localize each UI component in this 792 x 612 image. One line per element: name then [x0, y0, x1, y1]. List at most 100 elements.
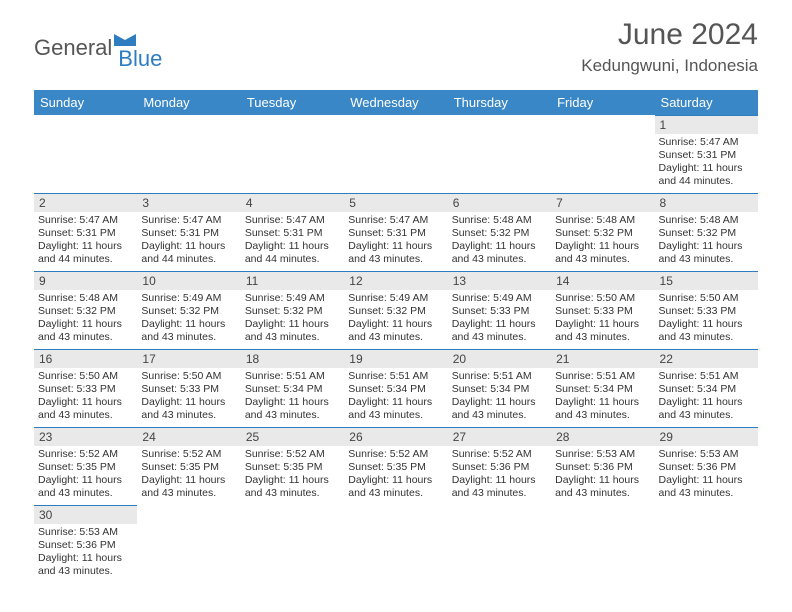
- sunrise-text: Sunrise: 5:49 AM: [452, 292, 547, 305]
- calendar-row: 1Sunrise: 5:47 AMSunset: 5:31 PMDaylight…: [34, 115, 758, 193]
- calendar-cell: 26Sunrise: 5:52 AMSunset: 5:35 PMDayligh…: [344, 427, 447, 505]
- day-details: Sunrise: 5:47 AMSunset: 5:31 PMDaylight:…: [34, 212, 137, 269]
- weekday-header: Sunday: [34, 90, 137, 115]
- calendar-cell: 1Sunrise: 5:47 AMSunset: 5:31 PMDaylight…: [655, 115, 758, 193]
- day-details: Sunrise: 5:48 AMSunset: 5:32 PMDaylight:…: [655, 212, 758, 269]
- sunrise-text: Sunrise: 5:48 AM: [555, 214, 650, 227]
- calendar-cell: 14Sunrise: 5:50 AMSunset: 5:33 PMDayligh…: [551, 271, 654, 349]
- sunrise-text: Sunrise: 5:51 AM: [348, 370, 443, 383]
- day-details: Sunrise: 5:51 AMSunset: 5:34 PMDaylight:…: [551, 368, 654, 425]
- calendar-cell: 16Sunrise: 5:50 AMSunset: 5:33 PMDayligh…: [34, 349, 137, 427]
- day-details: Sunrise: 5:47 AMSunset: 5:31 PMDaylight:…: [137, 212, 240, 269]
- sunrise-text: Sunrise: 5:52 AM: [245, 448, 340, 461]
- day-details: Sunrise: 5:50 AMSunset: 5:33 PMDaylight:…: [34, 368, 137, 425]
- title-block: June 2024 Kedungwuni, Indonesia: [581, 18, 758, 76]
- day-number: 29: [655, 427, 758, 446]
- calendar-cell: 8Sunrise: 5:48 AMSunset: 5:32 PMDaylight…: [655, 193, 758, 271]
- sunset-text: Sunset: 5:34 PM: [348, 383, 443, 396]
- sunset-text: Sunset: 5:31 PM: [659, 149, 754, 162]
- calendar-cell: [344, 505, 447, 583]
- calendar-table: Sunday Monday Tuesday Wednesday Thursday…: [34, 90, 758, 583]
- day-details: Sunrise: 5:52 AMSunset: 5:35 PMDaylight:…: [34, 446, 137, 503]
- sunset-text: Sunset: 5:33 PM: [555, 305, 650, 318]
- sunrise-text: Sunrise: 5:47 AM: [659, 136, 754, 149]
- calendar-cell: 29Sunrise: 5:53 AMSunset: 5:36 PMDayligh…: [655, 427, 758, 505]
- sunset-text: Sunset: 5:31 PM: [348, 227, 443, 240]
- day-details: Sunrise: 5:51 AMSunset: 5:34 PMDaylight:…: [241, 368, 344, 425]
- calendar-cell: 21Sunrise: 5:51 AMSunset: 5:34 PMDayligh…: [551, 349, 654, 427]
- calendar-cell: 17Sunrise: 5:50 AMSunset: 5:33 PMDayligh…: [137, 349, 240, 427]
- day-details: Sunrise: 5:47 AMSunset: 5:31 PMDaylight:…: [655, 134, 758, 191]
- day-number: 21: [551, 349, 654, 368]
- daylight-text: Daylight: 11 hours and 43 minutes.: [38, 318, 133, 344]
- daylight-text: Daylight: 11 hours and 44 minutes.: [141, 240, 236, 266]
- day-number: 14: [551, 271, 654, 290]
- calendar-cell: [448, 505, 551, 583]
- header: General Blue June 2024 Kedungwuni, Indon…: [0, 0, 792, 84]
- calendar-cell: 2Sunrise: 5:47 AMSunset: 5:31 PMDaylight…: [34, 193, 137, 271]
- calendar-row: 16Sunrise: 5:50 AMSunset: 5:33 PMDayligh…: [34, 349, 758, 427]
- sunset-text: Sunset: 5:31 PM: [38, 227, 133, 240]
- weekday-header: Monday: [137, 90, 240, 115]
- weekday-header: Thursday: [448, 90, 551, 115]
- day-details: Sunrise: 5:52 AMSunset: 5:35 PMDaylight:…: [241, 446, 344, 503]
- sunrise-text: Sunrise: 5:48 AM: [38, 292, 133, 305]
- sunrise-text: Sunrise: 5:52 AM: [38, 448, 133, 461]
- sunrise-text: Sunrise: 5:47 AM: [141, 214, 236, 227]
- sunset-text: Sunset: 5:35 PM: [141, 461, 236, 474]
- daylight-text: Daylight: 11 hours and 43 minutes.: [452, 240, 547, 266]
- day-number: 28: [551, 427, 654, 446]
- sunrise-text: Sunrise: 5:50 AM: [555, 292, 650, 305]
- calendar-cell: 20Sunrise: 5:51 AMSunset: 5:34 PMDayligh…: [448, 349, 551, 427]
- day-number: 25: [241, 427, 344, 446]
- daylight-text: Daylight: 11 hours and 43 minutes.: [38, 474, 133, 500]
- sunset-text: Sunset: 5:36 PM: [452, 461, 547, 474]
- day-number: 26: [344, 427, 447, 446]
- daylight-text: Daylight: 11 hours and 43 minutes.: [659, 240, 754, 266]
- sunrise-text: Sunrise: 5:52 AM: [348, 448, 443, 461]
- day-number: 8: [655, 193, 758, 212]
- daylight-text: Daylight: 11 hours and 43 minutes.: [141, 474, 236, 500]
- calendar-cell: [34, 115, 137, 193]
- daylight-text: Daylight: 11 hours and 43 minutes.: [348, 396, 443, 422]
- daylight-text: Daylight: 11 hours and 43 minutes.: [348, 240, 443, 266]
- calendar-cell: 19Sunrise: 5:51 AMSunset: 5:34 PMDayligh…: [344, 349, 447, 427]
- day-details: Sunrise: 5:50 AMSunset: 5:33 PMDaylight:…: [137, 368, 240, 425]
- calendar-cell: [241, 505, 344, 583]
- sunrise-text: Sunrise: 5:47 AM: [348, 214, 443, 227]
- logo: General Blue: [34, 24, 162, 72]
- day-number: 11: [241, 271, 344, 290]
- weekday-header: Wednesday: [344, 90, 447, 115]
- sunset-text: Sunset: 5:34 PM: [452, 383, 547, 396]
- day-number: 15: [655, 271, 758, 290]
- calendar-cell: 30Sunrise: 5:53 AMSunset: 5:36 PMDayligh…: [34, 505, 137, 583]
- day-details: Sunrise: 5:48 AMSunset: 5:32 PMDaylight:…: [551, 212, 654, 269]
- day-number: 27: [448, 427, 551, 446]
- sunset-text: Sunset: 5:35 PM: [245, 461, 340, 474]
- sunrise-text: Sunrise: 5:49 AM: [348, 292, 443, 305]
- sunset-text: Sunset: 5:32 PM: [38, 305, 133, 318]
- calendar-cell: 15Sunrise: 5:50 AMSunset: 5:33 PMDayligh…: [655, 271, 758, 349]
- sunset-text: Sunset: 5:33 PM: [659, 305, 754, 318]
- calendar-cell: 28Sunrise: 5:53 AMSunset: 5:36 PMDayligh…: [551, 427, 654, 505]
- daylight-text: Daylight: 11 hours and 43 minutes.: [555, 396, 650, 422]
- sunrise-text: Sunrise: 5:51 AM: [245, 370, 340, 383]
- daylight-text: Daylight: 11 hours and 43 minutes.: [141, 318, 236, 344]
- day-number: 22: [655, 349, 758, 368]
- sunrise-text: Sunrise: 5:49 AM: [141, 292, 236, 305]
- daylight-text: Daylight: 11 hours and 43 minutes.: [38, 396, 133, 422]
- day-number: 24: [137, 427, 240, 446]
- daylight-text: Daylight: 11 hours and 43 minutes.: [38, 552, 133, 578]
- calendar-cell: 10Sunrise: 5:49 AMSunset: 5:32 PMDayligh…: [137, 271, 240, 349]
- sunset-text: Sunset: 5:31 PM: [141, 227, 236, 240]
- day-details: Sunrise: 5:50 AMSunset: 5:33 PMDaylight:…: [551, 290, 654, 347]
- day-number: 6: [448, 193, 551, 212]
- calendar-cell: 11Sunrise: 5:49 AMSunset: 5:32 PMDayligh…: [241, 271, 344, 349]
- weekday-header: Tuesday: [241, 90, 344, 115]
- day-details: Sunrise: 5:52 AMSunset: 5:35 PMDaylight:…: [137, 446, 240, 503]
- day-details: Sunrise: 5:47 AMSunset: 5:31 PMDaylight:…: [344, 212, 447, 269]
- day-details: Sunrise: 5:48 AMSunset: 5:32 PMDaylight:…: [34, 290, 137, 347]
- calendar-cell: [344, 115, 447, 193]
- daylight-text: Daylight: 11 hours and 43 minutes.: [452, 318, 547, 344]
- day-details: Sunrise: 5:51 AMSunset: 5:34 PMDaylight:…: [655, 368, 758, 425]
